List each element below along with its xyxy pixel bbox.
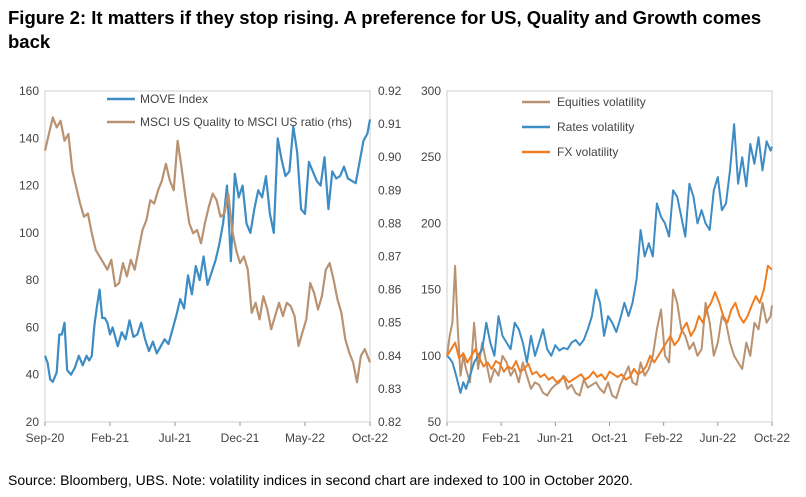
chart1-y-left-tick-label: 160 <box>19 84 39 98</box>
chart1-y-left-tick-label: 60 <box>26 320 40 334</box>
chart2-x-tick-label: Feb-22 <box>645 431 683 445</box>
chart1-x-tick-label: Dec-21 <box>221 431 260 445</box>
chart1-legend-label-2: MSCI US Quality to MSCI US ratio (rhs) <box>140 115 352 129</box>
chart2-y-tick-label: 200 <box>421 216 441 230</box>
chart2-legend-label-3: FX volatility <box>557 145 618 159</box>
source-note: Source: Bloomberg, UBS. Note: volatility… <box>8 472 633 488</box>
chart1-y-right-tick-label: 0.88 <box>378 216 402 230</box>
chart2-series-line-1 <box>446 264 773 400</box>
chart2-legend-label-1: Equities volatility <box>557 95 646 109</box>
chart1-y-left-tick-label: 100 <box>19 226 39 240</box>
chart1-x-tick-label: May-22 <box>285 431 325 445</box>
chart1-x-tick-label: Feb-21 <box>91 431 129 445</box>
chart1-y-right-tick-label: 0.82 <box>378 415 402 429</box>
chart2-y-tick-label: 300 <box>421 84 441 98</box>
chart2-x-tick-label: Jun-21 <box>537 431 574 445</box>
chart1-y-left-tick-label: 20 <box>26 415 40 429</box>
chart1-y-right-tick-label: 0.85 <box>378 316 402 330</box>
chart2-x-tick-label: Jun-22 <box>699 431 736 445</box>
chart1-plot-frame <box>44 90 371 423</box>
chart1-y-right-tick-label: 0.89 <box>378 183 402 197</box>
chart2-legend-label-2: Rates volatility <box>557 120 634 134</box>
chart1-y-left-tick-label: 120 <box>19 179 39 193</box>
chart2-y-tick-label: 150 <box>421 283 441 297</box>
chart1-y-left-tick-label: 40 <box>26 368 40 382</box>
chart2-x-tick-label: Oct-20 <box>429 431 465 445</box>
chart2-y-tick-label: 100 <box>421 349 441 363</box>
chart2-y-tick-label: 50 <box>428 415 442 429</box>
charts-canvas: 20 40 60 80 100 120 140 160 0.82 0.83 0.84 0.85 0.86… <box>19 84 790 445</box>
chart1-y-right-tick-label: 0.87 <box>378 250 402 264</box>
chart1-y-left-tick-label: 80 <box>26 273 40 287</box>
chart1-x-tick-label: Jul-21 <box>159 431 192 445</box>
chart2-x-tick-label: Feb-21 <box>482 431 520 445</box>
chart1-y-left-tick-label: 140 <box>19 131 39 145</box>
chart1-series-line-1 <box>43 119 372 383</box>
chart1-y-right-tick-label: 0.84 <box>378 349 402 363</box>
chart1-y-right-tick-label: 0.92 <box>378 84 402 98</box>
chart1-y-right-tick-label: 0.90 <box>378 150 402 164</box>
chart2-y-tick-label: 250 <box>421 150 441 164</box>
chart2-x-tick-label: Oct-21 <box>591 431 627 445</box>
chart1-series-line-2 <box>43 116 372 384</box>
figure-title: Figure 2: It matters if they stop rising… <box>8 7 762 52</box>
chart1-legend-label-1: MOVE Index <box>140 92 208 106</box>
chart1-x-tick-label: Sep-20 <box>26 431 65 445</box>
chart2-series-line-3 <box>446 264 773 384</box>
chart1-x-tick-label: Oct-22 <box>352 431 388 445</box>
chart2-x-tick-label: Oct-22 <box>754 431 790 445</box>
chart2-series-line-2 <box>446 123 773 394</box>
chart1-y-right-tick-label: 0.91 <box>378 117 402 131</box>
chart1-y-right-tick-label: 0.83 <box>378 382 402 396</box>
chart1-y-right-tick-label: 0.86 <box>378 283 402 297</box>
